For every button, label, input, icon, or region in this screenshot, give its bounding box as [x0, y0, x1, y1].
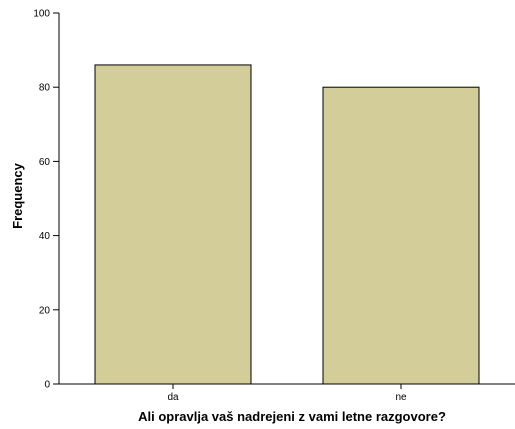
- x-axis-title: Ali opravlja vaš nadrejeni z vami letne …: [138, 409, 446, 424]
- y-tick-label: 60: [39, 157, 51, 168]
- y-tick-label: 20: [39, 305, 51, 316]
- y-tick-label: 40: [39, 231, 51, 242]
- y-tick-label: 80: [39, 83, 51, 94]
- bar-da: [94, 64, 252, 385]
- plot-area: da ne 0 20 40 60 80 100: [33, 9, 515, 403]
- bar-ne: [322, 86, 480, 385]
- y-tick-label: 0: [44, 380, 50, 391]
- y-tick-label: 100: [33, 9, 50, 20]
- x-tick-label: ne: [395, 392, 407, 403]
- y-axis-title: Frequency: [10, 162, 25, 229]
- x-tick-label: da: [167, 392, 179, 403]
